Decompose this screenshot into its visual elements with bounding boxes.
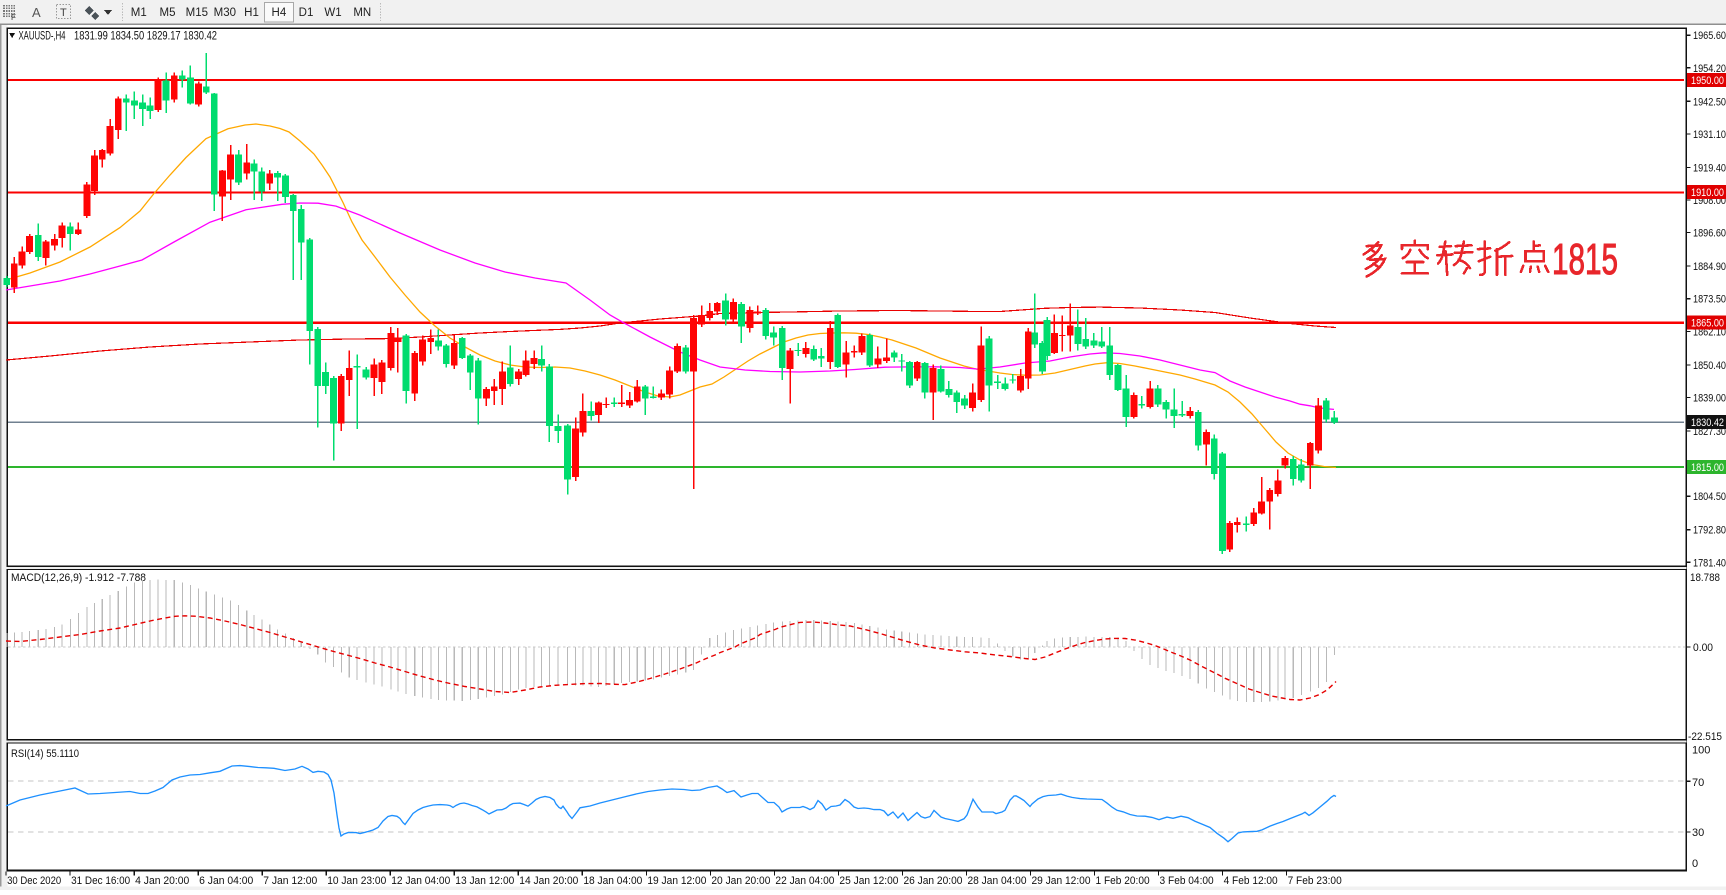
svg-text:70: 70 [1692, 777, 1704, 789]
svg-text:1830.42: 1830.42 [1691, 417, 1724, 429]
svg-text:1850.40: 1850.40 [1693, 360, 1726, 372]
svg-text:1865.00: 1865.00 [1691, 318, 1724, 330]
svg-text:1831.99 1834.50 1829.17 1830.4: 1831.99 1834.50 1829.17 1830.42 [74, 31, 217, 43]
svg-text:-22.515: -22.515 [1688, 731, 1722, 743]
svg-text:M5: M5 [160, 7, 176, 19]
svg-text:1873.50: 1873.50 [1693, 294, 1726, 306]
svg-text:4 Feb 12:00: 4 Feb 12:00 [1224, 875, 1278, 887]
svg-text:100: 100 [1692, 745, 1710, 757]
svg-text:13 Jan 12:00: 13 Jan 12:00 [455, 875, 514, 887]
svg-text:M15: M15 [186, 7, 208, 19]
svg-text:10 Jan 23:00: 10 Jan 23:00 [327, 875, 386, 887]
svg-text:0.00: 0.00 [1693, 642, 1713, 654]
svg-text:30 Dec 2020: 30 Dec 2020 [7, 875, 61, 887]
svg-text:1804.50: 1804.50 [1693, 491, 1726, 503]
svg-text:22 Jan 04:00: 22 Jan 04:00 [775, 875, 834, 887]
svg-text:M30: M30 [214, 7, 236, 19]
svg-text:29 Jan 12:00: 29 Jan 12:00 [1032, 875, 1091, 887]
svg-text:RSI(14) 55.1110: RSI(14) 55.1110 [11, 748, 79, 760]
svg-text:D1: D1 [299, 7, 314, 19]
svg-text:31 Dec 16:00: 31 Dec 16:00 [71, 875, 130, 887]
svg-text:1839.00: 1839.00 [1693, 392, 1726, 404]
svg-text:1792.80: 1792.80 [1693, 525, 1726, 537]
svg-text:1950.00: 1950.00 [1691, 75, 1724, 87]
svg-text:1910.00: 1910.00 [1691, 187, 1724, 199]
svg-text:18 Jan 04:00: 18 Jan 04:00 [583, 875, 642, 887]
svg-text:W1: W1 [324, 7, 341, 19]
svg-text:12 Jan 04:00: 12 Jan 04:00 [391, 875, 450, 887]
svg-text:4 Jan 20:00: 4 Jan 20:00 [135, 875, 189, 887]
svg-text:1781.40: 1781.40 [1693, 557, 1726, 569]
svg-text:14 Jan 20:00: 14 Jan 20:00 [519, 875, 578, 887]
svg-text:6 Jan 04:00: 6 Jan 04:00 [199, 875, 253, 887]
svg-text:1942.50: 1942.50 [1693, 96, 1726, 108]
svg-text:1 Feb 20:00: 1 Feb 20:00 [1096, 875, 1150, 887]
svg-text:MN: MN [353, 7, 371, 19]
svg-text:1896.60: 1896.60 [1693, 228, 1726, 240]
svg-text:1815: 1815 [1552, 235, 1618, 284]
svg-text:1884.90: 1884.90 [1693, 261, 1726, 273]
svg-text:1931.10: 1931.10 [1693, 129, 1726, 141]
svg-text:18.788: 18.788 [1690, 572, 1720, 584]
svg-text:3 Feb 04:00: 3 Feb 04:00 [1160, 875, 1214, 887]
svg-text:28 Jan 04:00: 28 Jan 04:00 [967, 875, 1026, 887]
svg-text:1965.60: 1965.60 [1693, 30, 1726, 42]
svg-text:M1: M1 [131, 7, 147, 19]
svg-text:20 Jan 20:00: 20 Jan 20:00 [711, 875, 770, 887]
svg-text:26 Jan 20:00: 26 Jan 20:00 [903, 875, 962, 887]
svg-text:H1: H1 [244, 7, 259, 19]
svg-text:30: 30 [1692, 827, 1704, 839]
svg-text:0: 0 [1692, 858, 1698, 870]
svg-text:1815.00: 1815.00 [1691, 462, 1724, 474]
svg-text:1954.20: 1954.20 [1693, 63, 1726, 75]
svg-text:7 Feb 23:00: 7 Feb 23:00 [1288, 875, 1342, 887]
svg-text:7 Jan 12:00: 7 Jan 12:00 [263, 875, 317, 887]
svg-text:T: T [60, 7, 67, 19]
svg-text:MACD(12,26,9) -1.912 -7.788: MACD(12,26,9) -1.912 -7.788 [11, 572, 146, 584]
svg-text:A: A [32, 5, 41, 20]
svg-text:19 Jan 12:00: 19 Jan 12:00 [647, 875, 706, 887]
svg-text:H4: H4 [272, 7, 287, 19]
svg-text:25 Jan 12:00: 25 Jan 12:00 [839, 875, 898, 887]
svg-text:XAUUSD-,H4: XAUUSD-,H4 [19, 31, 66, 43]
svg-text:F: F [11, 13, 16, 22]
svg-text:1919.40: 1919.40 [1693, 162, 1726, 174]
